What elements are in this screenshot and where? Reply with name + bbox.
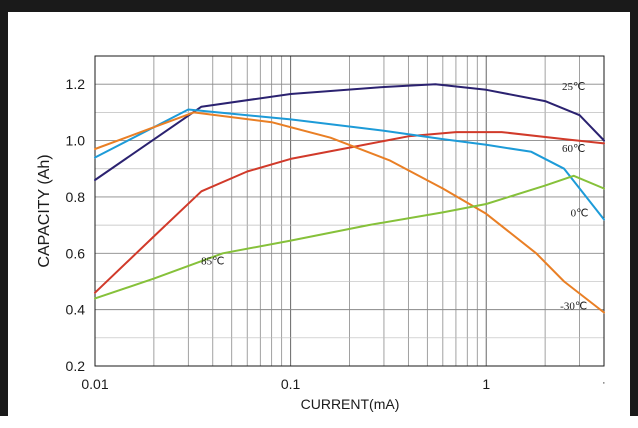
series-line — [94, 131, 605, 294]
y-tick-label: 0.2 — [66, 358, 86, 374]
x-tick-label: 0.1 — [281, 376, 301, 392]
y-axis-title: CAPACITY (Ah) — [36, 154, 53, 267]
y-tick-label: 0.6 — [66, 245, 86, 261]
series-label: 0℃ — [571, 208, 589, 220]
series-label: 85℃ — [201, 256, 224, 268]
chart-frame: 25℃ 60℃ 0℃ -30℃ 85℃ 0.2 0.4 0.6 0.8 1.0 1.2 0.01 0.… — [0, 0, 638, 416]
series-line — [94, 174, 605, 300]
x-axis-title: CURRENT(mA) — [301, 396, 400, 412]
series-line — [94, 108, 605, 221]
y-tick-label: 0.4 — [66, 302, 86, 318]
x-tick-label: 0.01 — [81, 376, 108, 392]
capacity-vs-current-chart: 25℃60℃0℃-30℃85℃ 0.20.40.60.81.01.20.01 0.… — [36, 55, 606, 412]
series-label: 25℃ — [562, 81, 585, 93]
series-layer: 25℃ 60℃ 0℃ -30℃ 85℃ — [94, 81, 605, 314]
grid — [95, 56, 604, 366]
series-line — [94, 83, 605, 181]
tick-labels: 0.2 0.4 0.6 0.8 1.0 1.2 0.01 0.1 1 — [66, 76, 491, 392]
y-tick-label: 0.8 — [66, 189, 86, 205]
y-tick-label: 1.2 — [66, 76, 86, 92]
x-tick-label: 1 — [482, 376, 490, 392]
x-axis-end-mark: · — [602, 377, 606, 389]
series-line — [94, 111, 605, 314]
y-tick-label: 1.0 — [66, 133, 86, 149]
series-label: -30℃ — [560, 301, 587, 313]
series-label: 60℃ — [562, 143, 585, 155]
plot-border — [94, 55, 605, 367]
